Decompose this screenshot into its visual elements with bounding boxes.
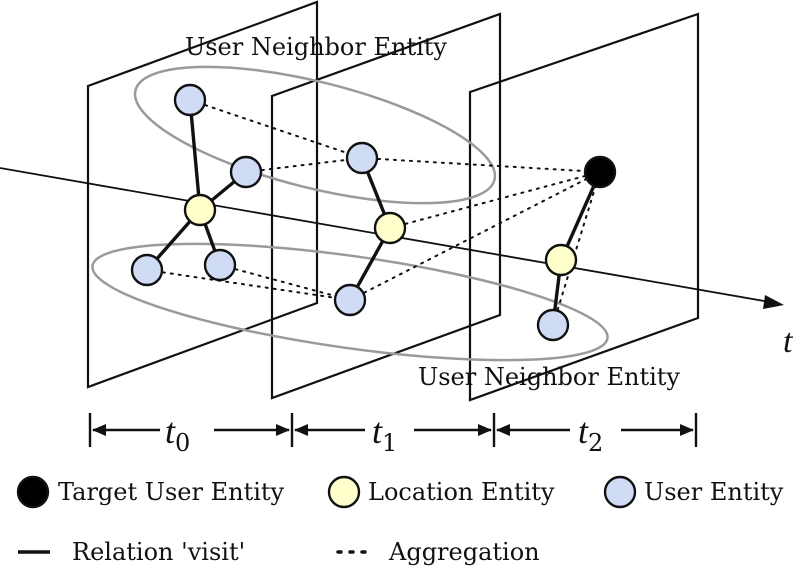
- legend-user-marker: [603, 475, 637, 509]
- arrowhead: [294, 424, 308, 436]
- legend-target-user-label: Target User Entity: [58, 478, 285, 506]
- legend-target-user-marker: [16, 475, 50, 509]
- t1-base: t: [372, 411, 383, 451]
- user-neighbor-entity-label-bottom: User Neighbor Entity: [418, 363, 680, 391]
- user-entity-node: [536, 308, 570, 342]
- interval-label-t2: t2: [578, 411, 603, 457]
- interval-label-t0: t0: [165, 411, 190, 457]
- agg-edge: [219, 264, 351, 301]
- legend: Target User Entity Location Entity User …: [16, 475, 784, 566]
- user-entity-node: [333, 283, 367, 317]
- legend-location-label: Location Entity: [368, 478, 555, 506]
- arrowhead: [276, 424, 290, 436]
- arrowhead: [496, 424, 510, 436]
- t1-subscript: 1: [382, 429, 397, 457]
- legend-aggregation-label: Aggregation: [388, 538, 540, 566]
- neighbor-ring-bottom: [91, 242, 609, 362]
- t0-subscript: 0: [175, 429, 190, 457]
- time-planes: [86, 0, 700, 402]
- agg-edge: [245, 157, 363, 173]
- arrowhead: [478, 424, 492, 436]
- visit-edge: [188, 98, 202, 212]
- agg-edge: [349, 171, 601, 301]
- plane-t2: [468, 12, 700, 402]
- location-entity-node: [373, 211, 407, 245]
- legend-relation-visit-label: Relation 'visit': [72, 538, 245, 566]
- nodes: [130, 83, 617, 342]
- interval-markers: t0 t1 t2: [88, 411, 698, 457]
- arrowhead: [680, 424, 694, 436]
- t2-base: t: [578, 411, 589, 451]
- time-axis-arrowhead: [763, 295, 784, 309]
- aggregation-edges: [146, 99, 601, 326]
- time-axis-label: t: [783, 323, 794, 360]
- time-axis: t: [0, 167, 794, 360]
- plane-t0: [86, 0, 319, 389]
- agg-edge: [361, 157, 601, 173]
- user-entity-node: [345, 141, 379, 175]
- location-entity-node: [183, 193, 217, 227]
- arrowhead: [92, 424, 106, 436]
- neighbor-ring-top: [133, 65, 497, 205]
- agg-edge: [189, 99, 363, 159]
- user-entity-node: [130, 253, 164, 287]
- user-neighbor-entity-label-top: User Neighbor Entity: [185, 33, 447, 61]
- legend-user-label: User Entity: [644, 478, 784, 506]
- target-user-entity-node: [583, 155, 617, 189]
- plane-t1: [270, 12, 502, 400]
- user-entity-node: [173, 83, 207, 117]
- interval-label-t1: t1: [372, 411, 397, 457]
- agg-edge: [552, 171, 601, 326]
- agg-edge: [146, 269, 351, 301]
- user-entity-node: [229, 155, 263, 189]
- user-entity-node: [203, 248, 237, 282]
- t0-base: t: [165, 411, 176, 451]
- location-entity-node: [544, 243, 578, 277]
- legend-location-marker: [327, 475, 361, 509]
- t2-subscript: 2: [588, 429, 603, 457]
